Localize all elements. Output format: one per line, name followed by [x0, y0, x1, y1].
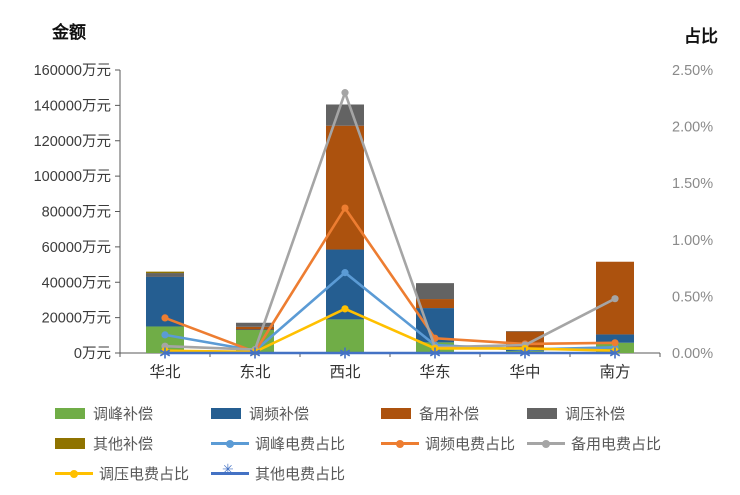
dot-marker	[161, 314, 169, 322]
left-axis-tick-label: 120000万元	[34, 134, 111, 150]
left-axis-tick-label: 40000万元	[42, 275, 111, 291]
bar-segment	[236, 326, 274, 330]
asterisk-marker-icon: ✳	[222, 462, 234, 478]
legend-label: 备用补偿	[419, 406, 480, 423]
legend-label: 其他补偿	[93, 436, 154, 453]
legend-swatch-line	[55, 469, 93, 478]
dot-marker	[611, 339, 619, 347]
right-axis-tick-label: 0.50%	[672, 289, 713, 305]
category-label: 华中	[509, 363, 540, 381]
left-axis-tick-label: 60000万元	[42, 240, 111, 256]
dot-marker	[611, 295, 619, 303]
bar-segment	[146, 271, 184, 274]
legend-swatch-line	[211, 439, 249, 448]
bar-segment	[236, 322, 274, 327]
dot-marker	[341, 305, 349, 313]
legend-swatch-bar	[527, 408, 557, 419]
bar-series-group	[146, 104, 634, 353]
asterisk-marker	[609, 349, 621, 357]
left-axis-tick-label: 160000万元	[34, 63, 111, 79]
legend-swatch-bar	[381, 408, 411, 419]
dot-marker-icon	[542, 439, 550, 448]
legend-swatch-line	[527, 439, 565, 448]
legend-item: 其他补偿	[55, 433, 211, 454]
left-axis-tick-label: 20000万元	[42, 311, 111, 327]
legend-label: 其他电费占比	[255, 466, 346, 483]
right-axis-title: 占比	[684, 27, 718, 46]
category-label: 南方	[599, 363, 630, 381]
legend-swatch-bar	[55, 408, 85, 419]
data-line	[164, 88, 616, 351]
right-axis-tick-label: 1.50%	[672, 176, 713, 192]
bar-segment	[416, 283, 454, 300]
asterisk-marker	[519, 349, 531, 357]
left-axis-tick-label: 80000万元	[42, 205, 111, 221]
line-series-group	[159, 88, 621, 359]
dot-marker	[341, 269, 349, 277]
legend-label: 调频补偿	[249, 406, 310, 423]
right-axis-tick-label: 1.00%	[672, 233, 713, 249]
dot-marker-icon	[70, 469, 78, 478]
legend-swatch-line	[381, 439, 419, 448]
bar-segment	[326, 319, 364, 353]
right-axis-tick-label: 2.50%	[672, 63, 713, 79]
category-label: 东北	[239, 363, 271, 381]
asterisk-marker	[429, 349, 441, 357]
legend-item: 调峰补偿	[55, 403, 211, 424]
chart-legend: 调峰补偿 调频补偿 备用补偿 调压补偿其他补偿 调峰电费占比 调频电费占比 备用电费占比调压…	[55, 403, 715, 484]
bar-segment	[506, 331, 544, 332]
dot-marker-icon	[226, 439, 234, 448]
dot-marker-icon	[396, 439, 404, 448]
right-axis-tick-label: 0.00%	[672, 346, 713, 362]
bar-segment	[596, 334, 634, 343]
legend-swatch-line: ✳	[211, 462, 249, 478]
data-line	[164, 205, 616, 354]
legend-item: 调峰电费占比	[211, 433, 381, 454]
legend-label: 调压电费占比	[99, 466, 190, 483]
left-axis-tick-label: 100000万元	[34, 169, 111, 185]
legend-label: 调峰电费占比	[255, 436, 346, 453]
data-line	[164, 307, 616, 354]
legend-item: 备用电费占比	[527, 433, 715, 454]
left-axis-tick-label: 140000万元	[34, 98, 111, 114]
legend-item: 调压电费占比	[55, 463, 211, 484]
legend-label: 调压补偿	[565, 406, 626, 423]
legend-item: 调频电费占比	[381, 433, 527, 454]
legend-swatch-bar	[55, 438, 85, 449]
left-axis-title: 金额	[52, 23, 86, 42]
legend-label: 调频电费占比	[425, 436, 516, 453]
legend-item: 调压补偿	[527, 403, 715, 424]
bar-segment	[416, 299, 454, 309]
bar-segment	[236, 329, 274, 331]
bar-segment	[146, 273, 184, 277]
dot-marker	[341, 89, 349, 97]
left-axis-tick-label: 0万元	[74, 346, 111, 362]
chart-canvas: 0万元 20000万元 40000万元 60000万元 80000万元 100000万元 1…	[34, 63, 714, 381]
legend-label: 调峰补偿	[93, 406, 154, 423]
category-label: 西北	[329, 363, 361, 381]
category-label: 华北	[149, 363, 181, 381]
dot-marker	[341, 204, 349, 212]
right-axis-tick-label: 2.00%	[672, 120, 713, 136]
bar-segment	[326, 104, 364, 126]
legend-item: 调频补偿	[211, 403, 381, 424]
category-label: 华东	[419, 363, 450, 381]
legend-label: 备用电费占比	[571, 436, 662, 453]
asterisk-marker	[159, 349, 171, 357]
dot-marker	[161, 331, 169, 339]
legend-item: ✳ 其他电费占比	[211, 462, 381, 484]
asterisk-marker	[249, 349, 261, 357]
legend-swatch-bar	[211, 408, 241, 419]
data-line	[164, 270, 616, 353]
legend-item: 备用补偿	[381, 403, 527, 424]
asterisk-marker	[339, 349, 351, 357]
